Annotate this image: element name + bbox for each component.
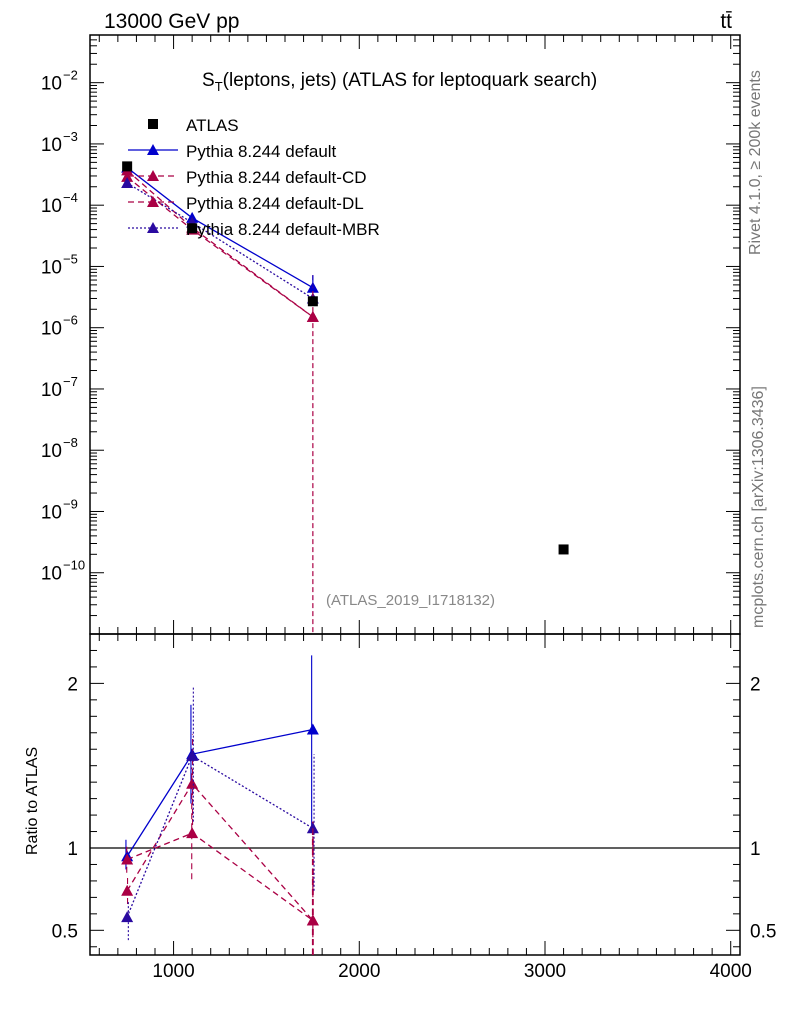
header-process: tt̄ bbox=[720, 10, 732, 33]
ratio-marker bbox=[186, 777, 199, 789]
legend-label: Pythia 8.244 default-CD bbox=[186, 168, 367, 187]
data-point bbox=[307, 296, 318, 307]
data-point bbox=[122, 161, 133, 172]
y-tick-exponent: −3 bbox=[63, 129, 78, 144]
data-point bbox=[558, 544, 569, 555]
legend-label: Pythia 8.244 default-DL bbox=[186, 194, 364, 213]
mcplots-label: mcplots.cern.ch [arXiv:1306.3436] bbox=[750, 386, 767, 628]
x-tick-label: 4000 bbox=[710, 961, 752, 982]
legend-marker bbox=[147, 222, 159, 233]
legend-label: Pythia 8.244 default bbox=[186, 142, 337, 161]
rivet-label: Rivet 4.1.0, ≥ 200k events bbox=[747, 70, 764, 255]
legend-marker-data bbox=[148, 119, 158, 129]
ratio-marker bbox=[306, 822, 319, 834]
y-tick-label: 10 bbox=[41, 135, 62, 156]
ratio-marker bbox=[306, 723, 319, 735]
y-tick-exponent: −8 bbox=[63, 435, 78, 450]
y-tick-exponent: −4 bbox=[63, 190, 78, 205]
series-marker bbox=[121, 177, 134, 189]
title-rest: (leptons, jets) (ATLAS for leptoquark se… bbox=[223, 70, 598, 91]
ratio-marker bbox=[121, 884, 134, 896]
ratio-marker bbox=[186, 749, 199, 761]
y-tick-exponent: −5 bbox=[63, 251, 78, 266]
y-tick-exponent: −10 bbox=[63, 558, 85, 573]
ratio-layer bbox=[90, 655, 740, 955]
ratio-line bbox=[126, 754, 314, 918]
legend-marker bbox=[147, 144, 159, 155]
chart-title: ST(leptons, jets) (ATLAS for leptoquark … bbox=[202, 70, 597, 94]
series-marker bbox=[121, 170, 134, 182]
y-tick-label: 10 bbox=[41, 74, 62, 95]
y-tick-label: 10 bbox=[41, 319, 62, 340]
ratio-y-tick-label: 1 bbox=[67, 839, 78, 860]
legend: ATLAS Pythia 8.244 default Pythia 8.244 de… bbox=[128, 116, 380, 239]
y-tick-exponent: −7 bbox=[63, 374, 78, 389]
y-tick-exponent: −9 bbox=[63, 496, 78, 511]
y-tick-exponent: −6 bbox=[63, 313, 78, 328]
header-energy: 13000 GeV pp bbox=[104, 10, 239, 33]
x-tick-label: 3000 bbox=[524, 961, 566, 982]
ratio-ylabel: Ratio to ATLAS bbox=[24, 747, 41, 855]
legend-label: Pythia 8.244 default-MBR bbox=[186, 220, 380, 239]
ratio-marker bbox=[121, 853, 134, 865]
ratio-y-tick-label-right: 0.5 bbox=[750, 921, 776, 942]
y-tick-exponent: −2 bbox=[63, 68, 78, 83]
ratio-y-tick-label-right: 2 bbox=[750, 674, 761, 695]
title-sub: T bbox=[215, 79, 223, 94]
title-main: S bbox=[202, 70, 215, 91]
ratio-y-tick-label: 2 bbox=[67, 674, 78, 695]
data-point bbox=[187, 223, 198, 234]
legend-label-data: ATLAS bbox=[186, 116, 239, 135]
y-tick-label: 10 bbox=[41, 257, 62, 278]
series-line bbox=[126, 169, 314, 318]
ratio-y-tick-label-right: 1 bbox=[750, 839, 761, 860]
legend-marker bbox=[147, 170, 159, 181]
y-tick-label: 10 bbox=[41, 196, 62, 217]
y-tick-label: 10 bbox=[41, 380, 62, 401]
ratio-y-tick-label: 0.5 bbox=[52, 921, 78, 942]
ratio-line bbox=[126, 728, 313, 857]
legend-marker bbox=[147, 196, 159, 207]
y-tick-label: 10 bbox=[41, 502, 62, 523]
analysis-id: (ATLAS_2019_I1718132) bbox=[326, 592, 495, 609]
y-tick-label: 10 bbox=[41, 564, 62, 585]
y-tick-label: 10 bbox=[41, 441, 62, 462]
ratio-panel-frame bbox=[89, 633, 741, 956]
ratio-marker bbox=[121, 911, 134, 923]
ratio-marker bbox=[186, 827, 199, 839]
x-tick-label: 2000 bbox=[338, 961, 380, 982]
main-layer bbox=[121, 161, 569, 634]
x-tick-label: 1000 bbox=[152, 961, 194, 982]
